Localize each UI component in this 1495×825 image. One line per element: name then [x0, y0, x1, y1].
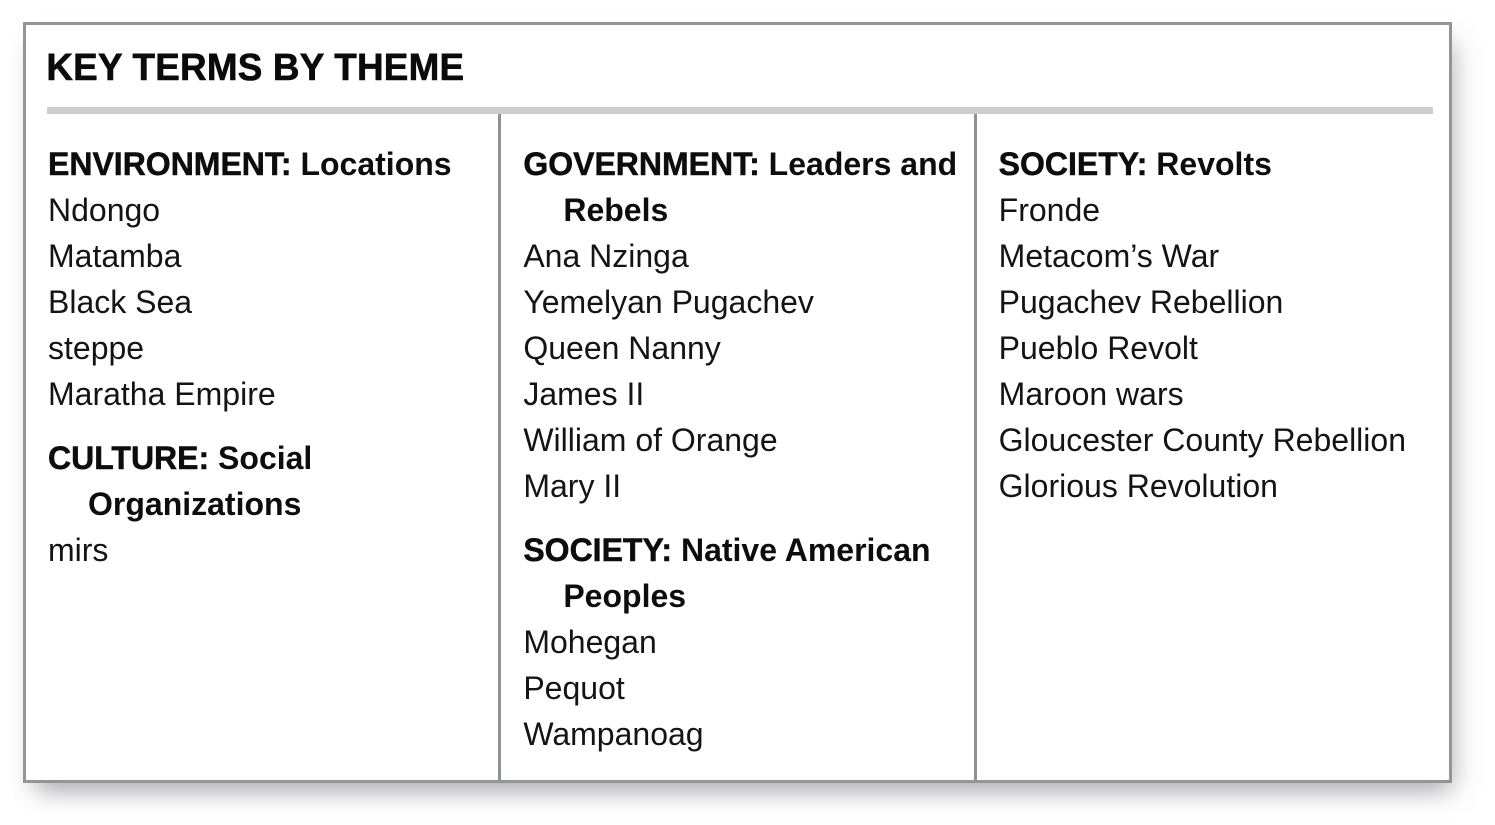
columns-container: ENVIRONMENT: Locations Ndongo Matamba Black…: [26, 114, 1449, 780]
column-2: GOVERNMENT: Leaders and Rebels Ana Nzinga…: [498, 114, 973, 780]
column-1: ENVIRONMENT: Locations Ndongo Matamba Black…: [26, 114, 498, 780]
theme-category-label: SOCIETY:: [998, 146, 1148, 183]
theme-category-label: SOCIETY:: [523, 532, 673, 569]
theme-category-label: ENVIRONMENT:: [48, 146, 292, 183]
theme-topic-label: Locations: [291, 146, 452, 182]
theme-section: CULTURE: Social Organizations mirs: [48, 435, 496, 573]
title-divider: [47, 107, 1433, 114]
term-item: James II: [523, 376, 645, 412]
theme-section: SOCIETY: Revolts Fronde Metacom’s War Pugac…: [998, 141, 1447, 509]
term-item: Pueblo Revolt: [998, 330, 1198, 366]
term-item: Ana Nzinga: [523, 238, 689, 274]
theme-section: SOCIETY: Native American Peoples Mohegan P…: [523, 527, 971, 757]
term-item: Mohegan: [523, 624, 657, 660]
term-item: Wampanoag: [523, 716, 704, 752]
term-item: Matamba: [48, 238, 182, 274]
term-item: Ndongo: [48, 192, 161, 228]
term-item: Glorious Revolution: [998, 468, 1278, 504]
section-header: SOCIETY: Revolts: [998, 141, 1447, 187]
term-item: Maroon wars: [998, 376, 1184, 412]
theme-topic-label: Native American Peoples: [563, 532, 931, 614]
theme-category-label: GOVERNMENT:: [523, 146, 760, 183]
theme-topic-label: Revolts: [1147, 146, 1272, 182]
key-terms-box: KEY TERMS BY THEME ENVIRONMENT: Location…: [23, 22, 1452, 783]
term-item: Mary II: [523, 468, 622, 504]
term-item: Black Sea: [48, 284, 193, 320]
term-item: Fronde: [998, 192, 1101, 228]
term-item: mirs: [48, 532, 109, 568]
theme-topic-label: Social Organizations: [88, 440, 313, 522]
term-item: William of Orange: [523, 422, 778, 458]
section-header: SOCIETY: Native American Peoples: [523, 527, 971, 619]
term-item: Gloucester County Rebellion: [998, 422, 1406, 458]
term-item: Maratha Empire: [48, 376, 276, 412]
column-3: SOCIETY: Revolts Fronde Metacom’s War Pugac…: [973, 114, 1449, 780]
theme-topic-label: Leaders and Rebels: [563, 146, 958, 228]
section-header: GOVERNMENT: Leaders and Rebels: [523, 141, 971, 233]
term-item: Metacom’s War: [998, 238, 1220, 274]
term-item: steppe: [48, 330, 145, 366]
term-item: Queen Nanny: [523, 330, 721, 366]
term-item: Yemelyan Pugachev: [523, 284, 814, 320]
section-header: CULTURE: Social Organizations: [48, 435, 496, 527]
theme-section: ENVIRONMENT: Locations Ndongo Matamba Black…: [48, 141, 496, 417]
term-item: Pugachev Rebellion: [998, 284, 1284, 320]
box-title: KEY TERMS BY THEME: [46, 47, 465, 90]
term-item: Pequot: [523, 670, 625, 706]
theme-section: GOVERNMENT: Leaders and Rebels Ana Nzinga…: [523, 141, 971, 509]
theme-category-label: CULTURE:: [48, 440, 210, 477]
section-header: ENVIRONMENT: Locations: [48, 141, 496, 187]
